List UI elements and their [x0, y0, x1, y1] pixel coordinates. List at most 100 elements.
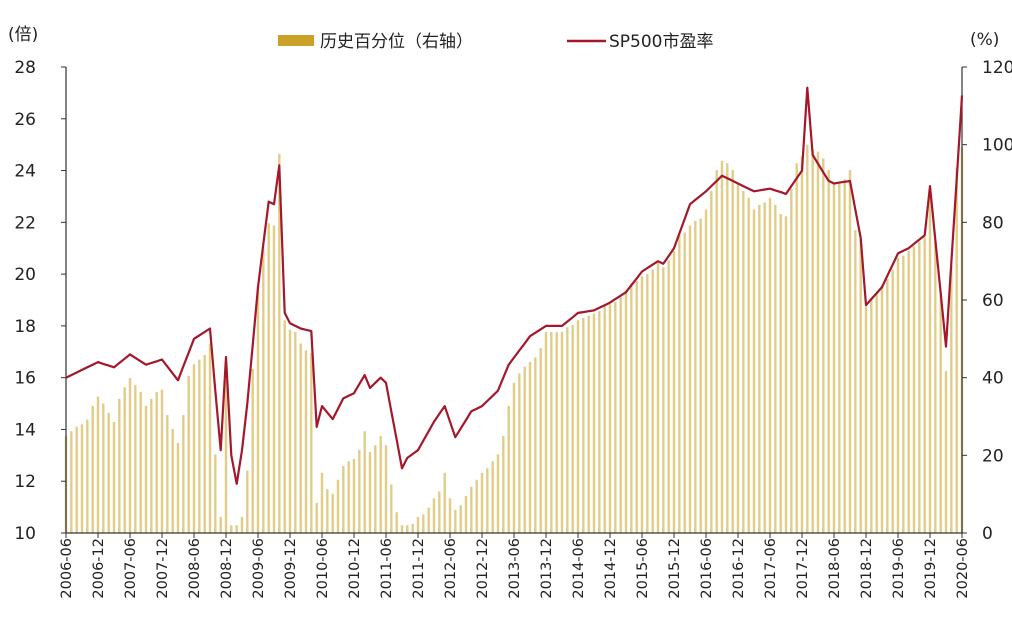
percentile-bar [640, 276, 644, 533]
right-axis-unit: (%) [970, 30, 999, 50]
percentile-bar [864, 306, 868, 533]
percentile-bar [224, 380, 228, 533]
x-tick-label: 2014-06 [571, 538, 587, 599]
percentile-bar [363, 431, 366, 533]
percentile-bar [608, 304, 612, 533]
percentile-bar [784, 216, 788, 534]
x-tick-label: 2013-06 [507, 538, 523, 599]
percentile-bar [934, 241, 937, 534]
percentile-bar [454, 509, 457, 533]
percentile-bar [768, 197, 772, 534]
x-tick-label: 2019-12 [923, 538, 939, 599]
pe-line-series [65, 86, 964, 485]
percentile-bar [582, 318, 585, 533]
percentile-bar [838, 181, 841, 533]
left-axis-ticks: 10 12 14 16 18 20 22 24 26 28 [14, 58, 66, 544]
percentile-bar [587, 315, 590, 533]
percentile-bar [875, 292, 878, 533]
percentile-bar [758, 204, 761, 534]
percentile-bar [939, 292, 942, 533]
percentile-bar [294, 331, 297, 533]
x-tick-label: 2012-12 [475, 538, 491, 599]
percentile-bar [91, 405, 94, 533]
percentile-bar [907, 251, 910, 533]
percentile-bar [710, 190, 713, 533]
percentile-bar [299, 343, 302, 533]
percentile-bar [427, 507, 430, 533]
percentile-bar [246, 470, 249, 533]
percentile-bar [731, 170, 734, 533]
percentile-bar [374, 445, 377, 533]
percentile-bar [336, 479, 340, 533]
left-axis-unit: (倍) [8, 25, 38, 45]
legend: 历史百分位（右轴） SP500市盈率 [278, 32, 714, 52]
percentile-bar [512, 382, 516, 533]
right-tick-label: 60 [982, 291, 1004, 311]
percentile-bar [507, 405, 510, 533]
percentile-bar [891, 269, 894, 533]
left-tick-label: 22 [14, 213, 36, 233]
percentile-bar [176, 442, 180, 533]
percentile-bar [352, 459, 356, 533]
right-tick-label: 80 [982, 213, 1004, 233]
percentile-bar [704, 209, 708, 533]
percentile-bar [694, 220, 697, 533]
percentile-bar [576, 320, 580, 533]
x-tick-label: 2016-12 [731, 538, 747, 599]
percentile-bar [448, 498, 452, 533]
percentile-bar [267, 223, 270, 534]
percentile-bar [304, 350, 308, 533]
percentile-bar [699, 218, 702, 533]
percentile-bar [502, 435, 505, 533]
percentile-bar [320, 472, 324, 533]
percentile-bar [672, 251, 676, 533]
percentile-bar [811, 149, 814, 534]
percentile-bar [886, 278, 889, 533]
percentile-bar [832, 184, 836, 533]
percentile-bar [251, 368, 254, 533]
percentile-bar [480, 472, 484, 533]
percentile-bar [571, 325, 574, 533]
percentile-bar [726, 163, 729, 533]
percentile-bar [496, 454, 500, 533]
percentile-bar [406, 525, 409, 533]
percentile-bar [331, 493, 334, 533]
percentile-bar [859, 239, 862, 533]
x-tick-label: 2009-12 [283, 538, 299, 599]
x-tick-label: 2010-06 [315, 538, 331, 599]
percentile-bar [395, 512, 398, 533]
percentile-bar [923, 237, 926, 533]
percentile-bar [459, 505, 462, 533]
percentile-bar [187, 375, 190, 533]
percentile-bar [475, 479, 478, 533]
left-tick-label: 26 [14, 110, 36, 130]
percentile-bar [539, 348, 542, 533]
percentile-bar [646, 274, 649, 533]
left-tick-label: 18 [14, 317, 36, 337]
percentile-bar [214, 454, 217, 533]
percentile-bar [384, 445, 388, 533]
percentile-bar [843, 179, 846, 534]
percentile-bar [144, 405, 148, 533]
percentile-bar [438, 491, 441, 533]
percentile-bar [806, 144, 809, 533]
x-tick-label: 2013-12 [539, 538, 555, 599]
percentile-bar [800, 156, 804, 533]
percentile-bar [742, 190, 745, 533]
percentile-bar [80, 424, 84, 533]
percentile-bar [470, 486, 473, 533]
right-tick-label: 20 [982, 446, 1004, 466]
percentile-bar [432, 498, 436, 533]
percentile-bar [155, 392, 158, 533]
percentile-bar [107, 412, 110, 533]
x-tick-label: 2019-06 [891, 538, 907, 599]
percentile-bar [678, 234, 681, 534]
percentile-bar [347, 461, 350, 533]
percentile-bar [112, 422, 116, 533]
percentile-bar [310, 352, 313, 533]
percentile-bar [635, 281, 638, 533]
x-tick-label: 2007-06 [123, 538, 139, 599]
percentile-bar [816, 151, 820, 533]
percentile-bar [902, 255, 905, 533]
